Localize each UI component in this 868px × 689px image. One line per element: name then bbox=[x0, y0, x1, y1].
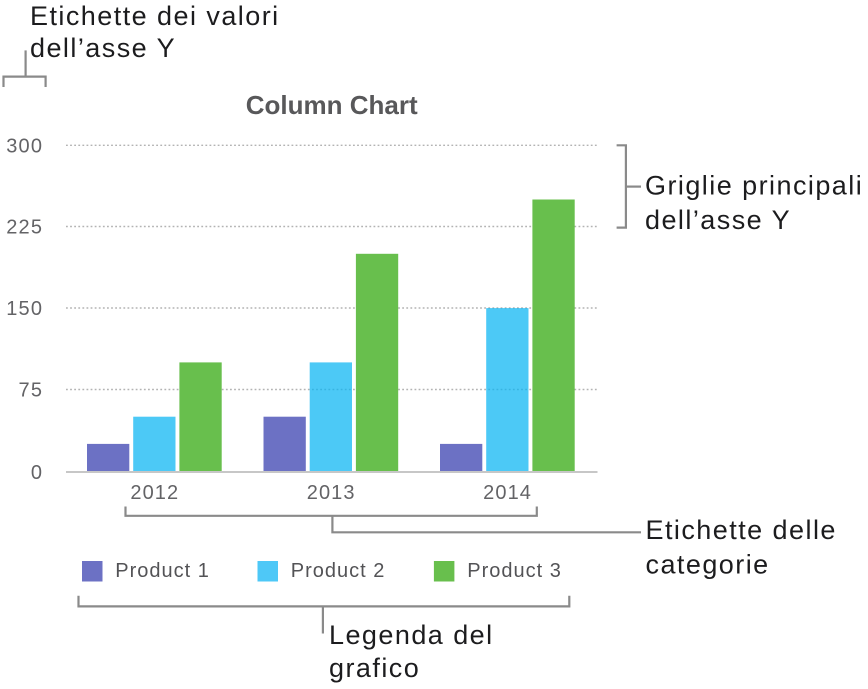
svg-text:dell’asse Y: dell’asse Y bbox=[645, 205, 791, 235]
svg-text:Product 3: Product 3 bbox=[467, 560, 562, 582]
svg-text:Etichette dei valori: Etichette dei valori bbox=[30, 1, 280, 31]
svg-text:300: 300 bbox=[6, 136, 43, 158]
svg-text:2013: 2013 bbox=[307, 482, 356, 504]
svg-text:categorie: categorie bbox=[646, 550, 770, 580]
svg-text:Column Chart: Column Chart bbox=[246, 90, 418, 120]
svg-text:2012: 2012 bbox=[130, 482, 179, 504]
svg-text:grafico: grafico bbox=[329, 653, 420, 683]
svg-text:dell’asse Y: dell’asse Y bbox=[30, 33, 176, 63]
svg-text:75: 75 bbox=[19, 380, 44, 402]
svg-text:Legenda del: Legenda del bbox=[329, 620, 494, 650]
svg-text:0: 0 bbox=[31, 462, 43, 484]
svg-text:Product 1: Product 1 bbox=[115, 560, 210, 582]
svg-text:225: 225 bbox=[6, 217, 43, 239]
svg-text:Product 2: Product 2 bbox=[291, 560, 386, 582]
svg-text:Etichette delle: Etichette delle bbox=[646, 515, 837, 545]
svg-text:2014: 2014 bbox=[483, 482, 532, 504]
svg-text:150: 150 bbox=[6, 298, 43, 320]
svg-text:Griglie principali: Griglie principali bbox=[645, 171, 863, 201]
